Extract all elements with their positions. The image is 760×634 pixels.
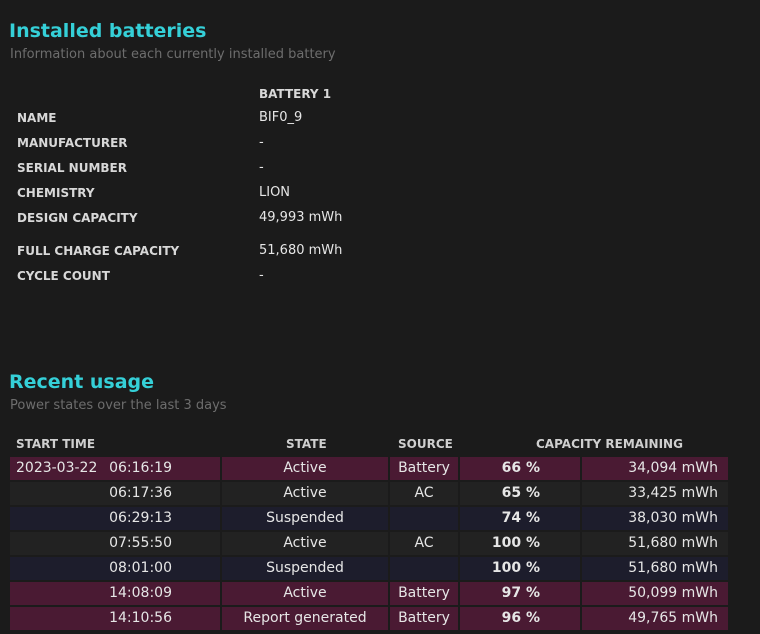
capacity-header: CAPACITY REMAINING <box>536 437 683 451</box>
usage-subtitle: Power states over the last 3 days <box>10 398 227 413</box>
state-cell: Active <box>222 582 388 605</box>
capacity-mwh-cell: 33,425 mWh <box>582 482 728 505</box>
start-time-cell: 14:10:56 <box>10 607 220 630</box>
battery-field-label: SERIAL NUMBER <box>17 161 127 175</box>
state-cell: Suspended <box>222 507 388 530</box>
installed-title: Installed batteries <box>9 20 207 42</box>
capacity-percent-cell: 97 % <box>460 582 580 605</box>
capacity-mwh-cell: 38,030 mWh <box>582 507 728 530</box>
usage-row: 06:29:13 Suspended 74 % 38,030 mWh <box>10 507 728 530</box>
usage-row: 07:55:50 Active AC 100 % 51,680 mWh <box>10 532 728 555</box>
capacity-mwh-cell: 34,094 mWh <box>582 457 728 480</box>
start-time-cell: 06:29:13 <box>10 507 220 530</box>
source-cell: Battery <box>390 607 458 630</box>
capacity-mwh-cell: 51,680 mWh <box>582 532 728 555</box>
battery-field-label: CHEMISTRY <box>17 186 95 200</box>
battery-field-label: DESIGN CAPACITY <box>17 211 138 225</box>
capacity-percent-cell: 65 % <box>460 482 580 505</box>
time: 08:01:00 <box>109 560 172 576</box>
capacity-percent-cell: 74 % <box>460 507 580 530</box>
time: 14:08:09 <box>109 585 172 601</box>
capacity-percent-cell: 66 % <box>460 457 580 480</box>
capacity-mwh-cell: 49,765 mWh <box>582 607 728 630</box>
start-time-cell: 06:17:36 <box>10 482 220 505</box>
capacity-percent-cell: 100 % <box>460 557 580 580</box>
time: 06:17:36 <box>109 485 172 501</box>
battery-field-label: MANUFACTURER <box>17 136 128 150</box>
time: 06:16:19 <box>109 460 172 476</box>
state-cell: Report generated <box>222 607 388 630</box>
start-time-header: START TIME <box>16 437 96 451</box>
battery-field-value: BIF0_9 <box>259 110 303 125</box>
source-cell: Battery <box>390 582 458 605</box>
start-time-cell: 07:55:50 <box>10 532 220 555</box>
source-cell: AC <box>390 482 458 505</box>
installed-subtitle: Information about each currently install… <box>10 47 336 62</box>
start-time-cell: 08:01:00 <box>10 557 220 580</box>
battery-field-label: NAME <box>17 111 57 125</box>
time: 14:10:56 <box>109 610 172 626</box>
source-cell <box>390 507 458 530</box>
battery-field-value: 51,680 mWh <box>259 243 343 258</box>
time: 07:55:50 <box>109 535 172 551</box>
state-cell: Active <box>222 532 388 555</box>
battery-field-value: 49,993 mWh <box>259 210 343 225</box>
usage-row: 14:08:09 Active Battery 97 % 50,099 mWh <box>10 582 728 605</box>
battery-field-value: - <box>259 268 264 283</box>
battery-column-header: BATTERY 1 <box>259 87 332 101</box>
state-cell: Active <box>222 482 388 505</box>
battery-field-value: LION <box>259 185 291 200</box>
start-time-cell: 14:08:09 <box>10 582 220 605</box>
time: 06:29:13 <box>109 510 172 526</box>
usage-row: 14:10:56 Report generated Battery 96 % 4… <box>10 607 728 630</box>
source-header: SOURCE <box>398 437 453 451</box>
battery-field-value: - <box>259 160 264 175</box>
battery-field-label: FULL CHARGE CAPACITY <box>17 244 180 258</box>
start-time-cell: 2023-03-22 06:16:19 <box>10 457 220 480</box>
source-cell <box>390 557 458 580</box>
source-cell: Battery <box>390 457 458 480</box>
battery-field-value: - <box>259 135 264 150</box>
battery-field-label: CYCLE COUNT <box>17 269 110 283</box>
usage-row: 08:01:00 Suspended 100 % 51,680 mWh <box>10 557 728 580</box>
state-header: STATE <box>286 437 327 451</box>
source-cell: AC <box>390 532 458 555</box>
state-cell: Active <box>222 457 388 480</box>
capacity-mwh-cell: 50,099 mWh <box>582 582 728 605</box>
state-cell: Suspended <box>222 557 388 580</box>
capacity-percent-cell: 96 % <box>460 607 580 630</box>
usage-title: Recent usage <box>9 371 155 393</box>
capacity-mwh-cell: 51,680 mWh <box>582 557 728 580</box>
usage-row: 06:17:36 Active AC 65 % 33,425 mWh <box>10 482 728 505</box>
usage-row: 2023-03-22 06:16:19 Active Battery 66 % 3… <box>10 457 728 480</box>
capacity-percent-cell: 100 % <box>460 532 580 555</box>
date: 2023-03-22 <box>16 460 98 476</box>
